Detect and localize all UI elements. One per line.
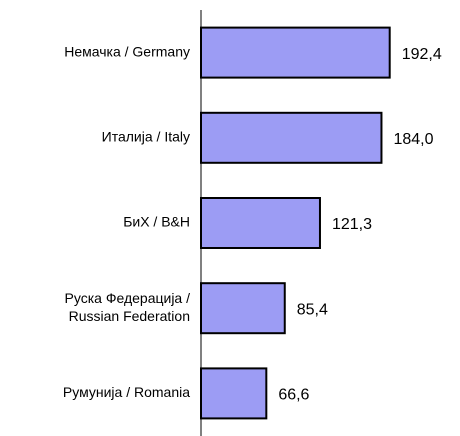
bar: [200, 282, 286, 335]
bar: [200, 197, 321, 249]
value-label: 184,0: [393, 131, 433, 148]
category-label-line: Руска Федерација /: [65, 290, 191, 306]
category-label: Немачка / Germany: [64, 43, 190, 59]
category-label: БиХ / B&H: [123, 214, 190, 230]
value-label: 85,4: [297, 301, 328, 318]
category-label: Руска Федерација / Russian Federation: [65, 290, 191, 324]
value-label: 192,4: [402, 46, 442, 63]
category-label: Румунија / Romania: [63, 384, 190, 400]
category-label: Италија / Italy: [102, 129, 190, 145]
bar: [200, 367, 268, 420]
value-label: 66,6: [278, 387, 309, 404]
bar: [200, 26, 391, 79]
value-label: 121,3: [332, 216, 372, 233]
bar: [200, 111, 383, 164]
category-label-line: Russian Federation: [69, 308, 190, 324]
